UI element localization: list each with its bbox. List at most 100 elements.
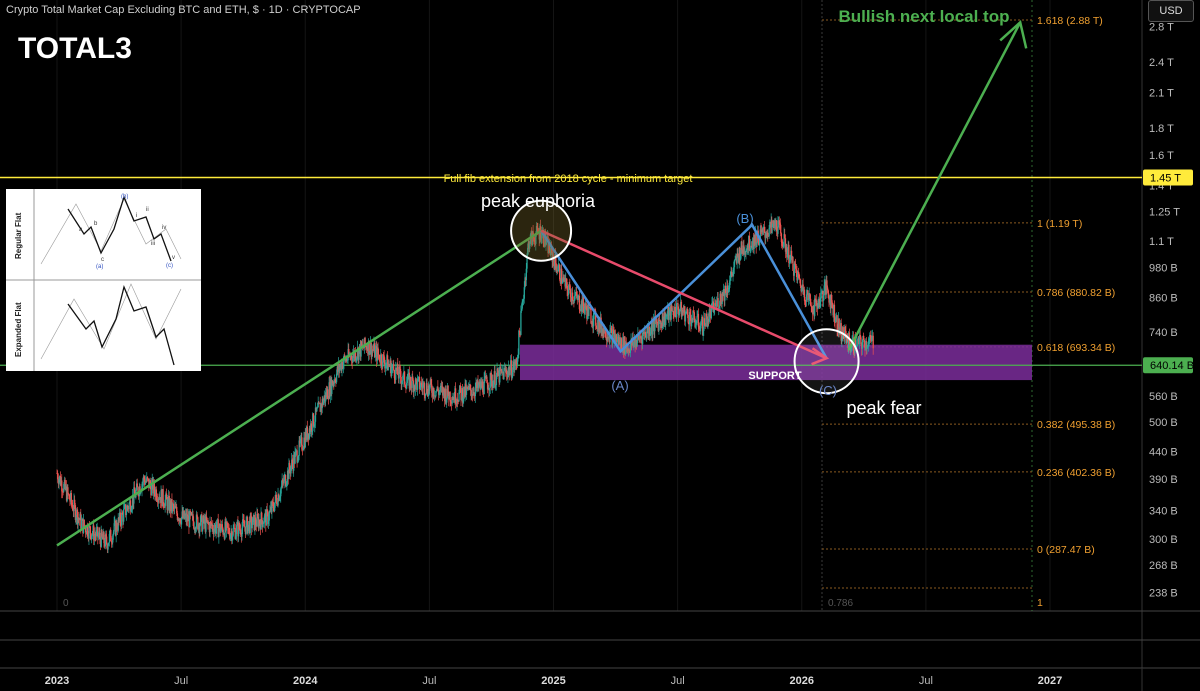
candle-body bbox=[74, 505, 77, 520]
candle-body bbox=[688, 322, 690, 325]
candle-body bbox=[184, 515, 186, 519]
candle-body bbox=[101, 530, 103, 537]
candle-body bbox=[808, 293, 810, 298]
candle-body bbox=[240, 534, 243, 537]
candle-body bbox=[836, 315, 838, 330]
candle-body bbox=[545, 242, 547, 245]
candle-body bbox=[204, 519, 206, 532]
candle-body bbox=[818, 298, 821, 308]
candle-body bbox=[76, 509, 78, 518]
candle-body bbox=[846, 336, 849, 341]
candle-body bbox=[394, 378, 396, 380]
candle-body bbox=[603, 326, 606, 334]
candle-body bbox=[658, 320, 660, 331]
candle-body bbox=[502, 371, 504, 380]
candle-body bbox=[333, 382, 335, 384]
candle-body bbox=[398, 366, 400, 379]
candle-body bbox=[556, 270, 558, 272]
candle-body bbox=[193, 521, 195, 529]
candle-body bbox=[530, 231, 532, 235]
candle-body bbox=[385, 363, 387, 365]
candle-body bbox=[601, 328, 604, 337]
candle-body bbox=[371, 349, 373, 357]
candle-body bbox=[586, 305, 589, 319]
candle-body bbox=[234, 527, 236, 539]
candle-body bbox=[724, 286, 727, 293]
candle-body bbox=[392, 363, 394, 367]
candle-body bbox=[708, 309, 710, 322]
candle-body bbox=[184, 513, 187, 516]
candle-body bbox=[446, 397, 448, 403]
candle-body bbox=[152, 479, 154, 494]
candle-body bbox=[103, 532, 105, 544]
candle-body bbox=[167, 495, 170, 499]
candle-body bbox=[155, 489, 157, 500]
candle-body bbox=[64, 479, 66, 490]
candle-body bbox=[312, 413, 315, 427]
wave-a-label: (A) bbox=[611, 378, 628, 393]
candle-body bbox=[775, 220, 778, 232]
candle-body bbox=[395, 367, 397, 380]
candle-body bbox=[688, 312, 691, 325]
euphoria-to-fear-arrow bbox=[540, 229, 828, 360]
candle-body bbox=[429, 385, 431, 391]
candle-body bbox=[599, 318, 601, 329]
candle-body bbox=[352, 355, 354, 363]
candle-body bbox=[413, 385, 415, 393]
candle-body bbox=[588, 307, 590, 317]
candle-body bbox=[641, 337, 643, 345]
candle-body bbox=[709, 309, 711, 311]
candle-body bbox=[407, 373, 409, 381]
candle-body bbox=[510, 360, 513, 378]
candle-body bbox=[460, 390, 462, 400]
candle-body bbox=[452, 396, 455, 400]
candle-body bbox=[827, 290, 829, 298]
candle-body bbox=[871, 335, 874, 337]
candle-body bbox=[559, 279, 562, 284]
candle-body bbox=[388, 363, 390, 366]
candle-body bbox=[118, 517, 120, 521]
bullish-target-arrow bbox=[847, 21, 1022, 351]
candle-body bbox=[335, 373, 338, 383]
candle-body bbox=[680, 301, 682, 310]
candle-body bbox=[206, 516, 208, 522]
candle-body bbox=[524, 277, 526, 288]
candle-body bbox=[569, 283, 571, 290]
candle-body bbox=[254, 517, 256, 531]
candle-body bbox=[589, 307, 591, 310]
candle-body bbox=[112, 531, 115, 536]
candle-body bbox=[218, 528, 220, 538]
candle-body bbox=[143, 476, 145, 480]
candle-body bbox=[695, 323, 698, 325]
candle-body bbox=[395, 367, 398, 372]
candle-body bbox=[732, 269, 734, 276]
candle-body bbox=[414, 378, 417, 390]
price-tick-label: 740 B bbox=[1149, 327, 1178, 339]
candle-body bbox=[450, 401, 453, 404]
candle-body bbox=[692, 310, 694, 323]
fib-level-label: 0.618 (693.34 B) bbox=[1037, 342, 1115, 354]
candle-body bbox=[754, 235, 756, 245]
candle-body bbox=[361, 344, 364, 346]
candle-body bbox=[313, 425, 315, 427]
candle-body bbox=[186, 514, 188, 522]
candle-body bbox=[303, 437, 306, 448]
candle-body bbox=[606, 337, 608, 341]
candle-body bbox=[211, 525, 213, 526]
candle-body bbox=[772, 220, 774, 224]
candle-body bbox=[328, 382, 330, 400]
price-tick-label: 238 B bbox=[1149, 587, 1178, 599]
currency-button[interactable]: USD bbox=[1148, 0, 1194, 22]
candle-body bbox=[670, 305, 672, 320]
candle-body bbox=[245, 520, 247, 534]
candle-body bbox=[801, 287, 803, 292]
candle-body bbox=[795, 268, 798, 271]
candle-body bbox=[555, 263, 557, 272]
candle-body bbox=[405, 382, 408, 389]
candle-body bbox=[831, 302, 834, 306]
candle-body bbox=[682, 310, 684, 312]
candle-body bbox=[582, 297, 584, 312]
candle-body bbox=[739, 248, 741, 261]
candle-body bbox=[514, 365, 516, 370]
candle-body bbox=[61, 491, 64, 493]
